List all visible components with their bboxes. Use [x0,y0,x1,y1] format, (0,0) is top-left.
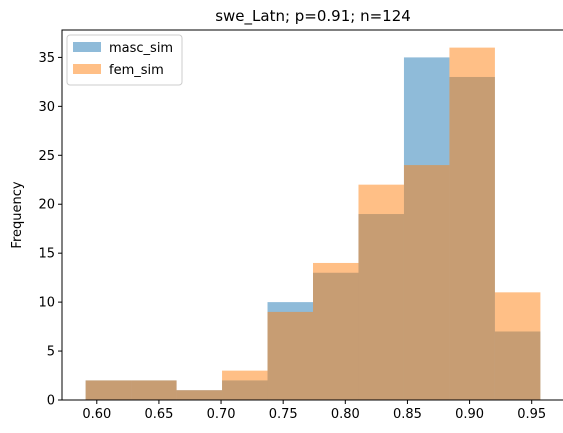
bar-fem-sim-2 [176,390,223,400]
x-tick-label: 0.80 [331,407,360,422]
bars-layer [85,47,541,400]
bar-fem-sim-6 [358,184,404,400]
bar-fem-sim-8 [449,47,495,400]
y-tick-label: 5 [47,345,55,360]
x-tick-label: 0.75 [269,407,298,422]
plot-frame [61,29,563,401]
y-axis: 0 5 10 15 20 25 30 35 [38,51,62,409]
bar-fem-sim-4 [267,311,313,400]
bar-fem-sim-1 [131,380,177,400]
bar-fem-sim-3 [222,370,268,400]
legend-swatch-fem-sim [73,64,101,74]
x-tick-label: 0.90 [455,407,484,422]
y-tick-label: 10 [38,296,55,311]
y-tick-label: 35 [38,51,55,66]
x-tick-label: 0.85 [393,407,422,422]
legend: masc_sim fem_sim [66,34,183,86]
x-axis: 0.60 0.65 0.70 0.75 0.80 0.85 0.90 0.95 [82,400,546,422]
y-tick-label: 20 [38,198,55,213]
x-tick-label: 0.95 [517,407,546,422]
legend-swatch-masc-sim [73,42,101,52]
x-tick-label: 0.60 [82,407,111,422]
bar-fem-sim-0 [85,380,132,400]
legend-label-fem-sim: fem_sim [109,63,164,78]
bar-fem-sim-5 [313,262,359,400]
y-axis-label: Frequency [10,181,25,248]
legend-label-masc-sim: masc_sim [109,41,173,56]
y-tick-label: 0 [47,394,55,409]
bar-fem-sim-9 [494,292,541,400]
bar-fem-sim-7 [403,165,450,400]
y-tick-label: 15 [38,247,55,262]
y-tick-label: 30 [38,100,55,115]
chart-title: swe_Latn; p=0.91; n=124 [215,7,411,26]
x-tick-label: 0.65 [144,407,173,422]
y-tick-label: 25 [38,149,55,164]
x-tick-label: 0.70 [207,407,236,422]
